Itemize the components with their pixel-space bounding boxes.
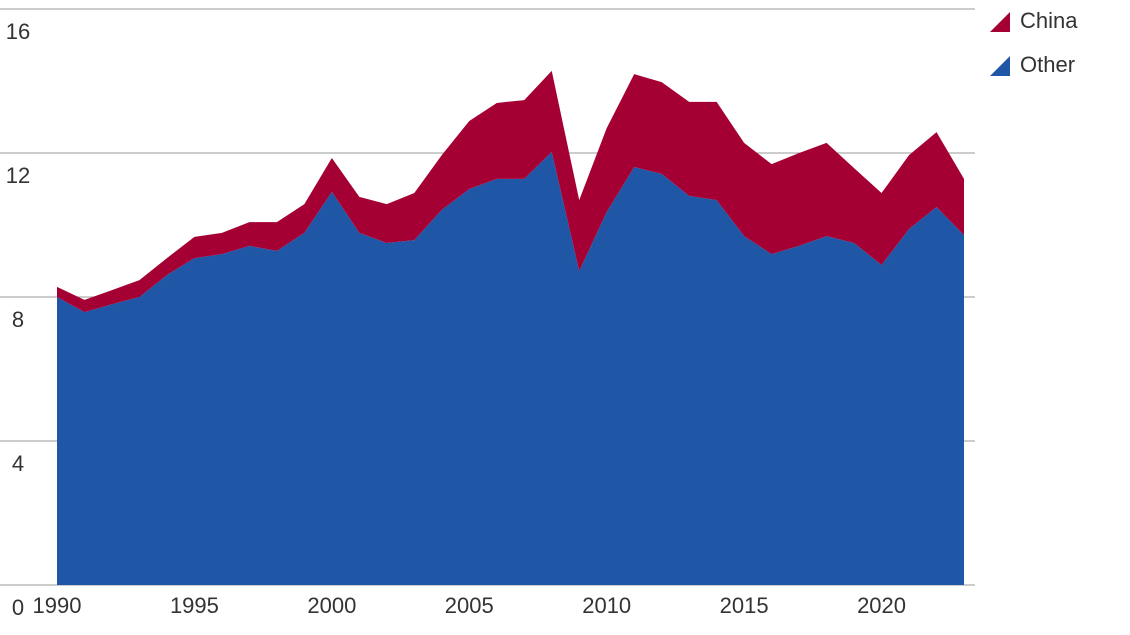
legend-label: Other xyxy=(1020,52,1075,77)
x-tick-label: 1990 xyxy=(33,593,82,618)
legend-label: China xyxy=(1020,8,1078,33)
y-tick-label: 0 xyxy=(12,595,24,620)
y-tick-label: 8 xyxy=(12,307,24,332)
area xyxy=(57,151,964,586)
x-tick-label: 2020 xyxy=(857,593,906,618)
area xyxy=(57,70,964,313)
y-tick-label: 12 xyxy=(6,163,30,188)
y-tick-label: 4 xyxy=(12,451,24,476)
y-tick-label: 16 xyxy=(6,19,30,44)
x-tick-label: 2000 xyxy=(307,593,356,618)
x-tick-label: 2005 xyxy=(445,593,494,618)
x-tick-label: 1995 xyxy=(170,593,219,618)
x-tick-label: 2015 xyxy=(720,593,769,618)
legend-swatch xyxy=(990,56,1010,76)
legend-swatch xyxy=(990,12,1010,32)
x-tick-label: 2010 xyxy=(582,593,631,618)
